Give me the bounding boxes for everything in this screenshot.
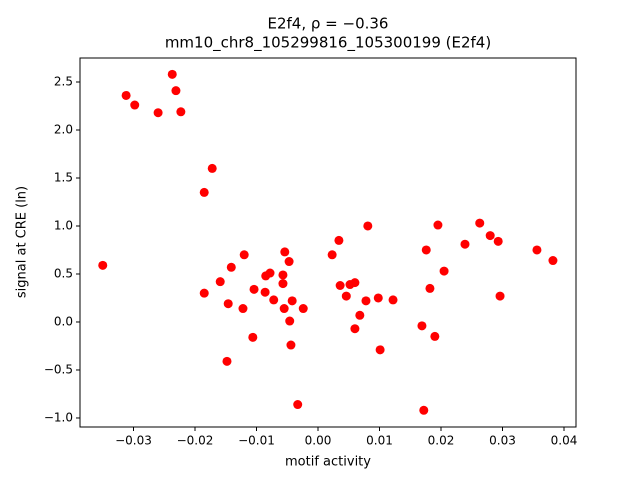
point [121, 90, 131, 100]
point [260, 287, 270, 297]
y-tick-label: 0.5 [54, 266, 73, 280]
point [460, 239, 470, 249]
x-tick-label: 0.01 [366, 434, 393, 448]
chart-title: E2f4, ρ = −0.36 [268, 15, 389, 33]
point [485, 231, 495, 241]
point [417, 321, 427, 331]
y-tick-label: −0.5 [44, 362, 73, 376]
point [199, 187, 209, 197]
point [248, 332, 258, 342]
point [363, 221, 373, 231]
point [433, 220, 443, 230]
point [425, 283, 435, 293]
point [238, 304, 248, 314]
point [495, 291, 505, 301]
y-tick-label: 1.0 [54, 218, 73, 232]
point [98, 260, 108, 270]
y-tick-label: 2.0 [54, 122, 73, 136]
chart-subtitle: mm10_chr8_105299816_105300199 (E2f4) [165, 34, 491, 53]
y-axis-label: signal at CRE (ln) [15, 186, 30, 298]
point [199, 288, 209, 298]
point [350, 278, 360, 288]
point [334, 235, 344, 245]
x-tick-label: −0.01 [238, 434, 275, 448]
x-tick-label: 0.00 [305, 434, 332, 448]
y-tick-label: 1.5 [54, 170, 73, 184]
point [207, 163, 217, 173]
point [171, 86, 181, 96]
x-tick-label: 0.04 [551, 434, 578, 448]
point [421, 245, 431, 255]
point [373, 293, 383, 303]
point [284, 257, 294, 267]
point [153, 108, 163, 118]
point [278, 279, 288, 289]
point [419, 405, 429, 415]
point [215, 277, 225, 287]
point [222, 356, 232, 366]
point [335, 281, 345, 291]
x-axis-label: motif activity [285, 455, 371, 470]
point [279, 304, 289, 314]
point [548, 256, 558, 266]
point [167, 69, 177, 79]
point [493, 236, 503, 246]
point [532, 245, 542, 255]
x-tick-label: 0.02 [428, 434, 455, 448]
point [341, 291, 351, 301]
point [176, 107, 186, 117]
point [223, 299, 233, 309]
point [239, 250, 249, 260]
point [388, 295, 398, 305]
y-tick-label: 2.5 [54, 74, 73, 88]
point [475, 218, 485, 228]
point [439, 266, 449, 276]
point [249, 284, 259, 294]
point [265, 268, 275, 278]
point [293, 400, 303, 410]
x-tick-label: 0.03 [489, 434, 516, 448]
y-tick-label: 0.0 [54, 314, 73, 328]
point [130, 100, 140, 110]
point [226, 262, 236, 272]
point [286, 340, 296, 350]
plot-frame [79, 57, 577, 428]
x-tick-label: −0.03 [115, 434, 152, 448]
point [361, 296, 371, 306]
point [375, 345, 385, 355]
point [327, 250, 337, 260]
point [269, 295, 279, 305]
x-tick-label: −0.02 [177, 434, 214, 448]
point [287, 296, 297, 306]
point [278, 270, 288, 280]
point [298, 304, 308, 314]
point [285, 316, 295, 326]
point [355, 310, 365, 320]
point [280, 247, 290, 257]
y-tick-label: −1.0 [44, 410, 73, 424]
point [430, 331, 440, 341]
point [350, 324, 360, 334]
